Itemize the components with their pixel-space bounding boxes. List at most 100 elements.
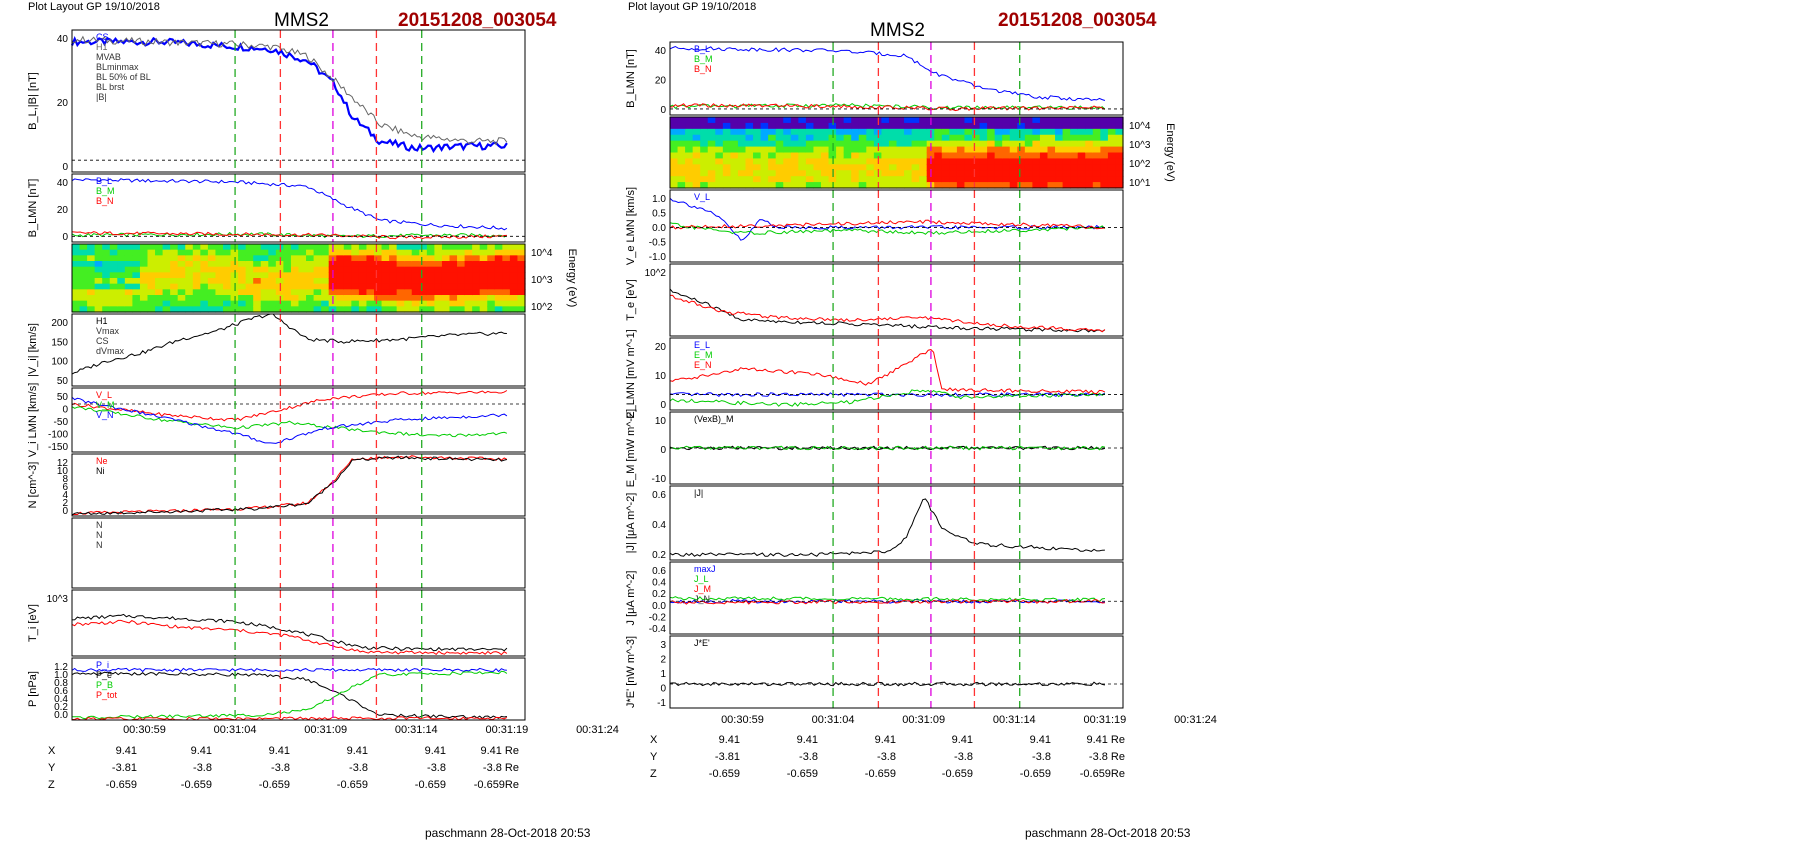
spectrogram-cell — [821, 152, 830, 160]
spectrogram-cell — [707, 128, 716, 136]
spectrogram-cell — [215, 278, 224, 285]
spectrogram-cell — [836, 122, 845, 130]
spectrogram-cell — [888, 152, 898, 160]
spectrogram-cell — [873, 134, 882, 142]
spectrogram-cell — [881, 140, 890, 148]
spectrogram-cell — [170, 278, 179, 285]
spectrogram-cell — [692, 164, 701, 171]
spectrogram-cell — [215, 295, 224, 302]
spectrogram-cell — [821, 182, 830, 189]
spectrogram-cell — [722, 134, 731, 142]
spectrogram-cell — [911, 117, 920, 124]
spectrogram-cell — [494, 306, 503, 313]
spectrogram-cell — [1017, 176, 1026, 183]
spectrogram-cell — [207, 244, 217, 251]
ephemeris-value: -0.659 — [106, 779, 137, 791]
spectrogram-cell — [253, 244, 262, 251]
spectrogram-cell — [215, 272, 224, 279]
spectrogram-cell — [509, 244, 519, 251]
series-T_e — [71, 619, 508, 656]
spectrogram-cell — [745, 128, 754, 136]
spectrogram-cell — [479, 244, 488, 251]
spectrogram-cell — [692, 128, 701, 136]
spectrogram-cell — [185, 306, 194, 313]
spectrogram-cell — [404, 255, 413, 262]
spectrogram-cell — [381, 306, 390, 313]
spectrogram-cell — [336, 255, 345, 262]
spectrogram-cell — [411, 289, 420, 296]
spectrogram-cell — [685, 152, 694, 160]
spectrogram-cell — [934, 158, 943, 165]
ephemeris-value: 9.41 — [347, 745, 368, 757]
spectrogram-cell — [72, 261, 81, 268]
spectrogram-cell — [949, 122, 958, 130]
spectrogram-cell — [805, 134, 815, 142]
spectrogram-cell — [374, 249, 383, 256]
spectrogram-cell — [707, 117, 716, 124]
spectrogram-cell — [670, 128, 679, 136]
spectrogram-cell — [479, 249, 488, 256]
spectrogram-cell — [934, 164, 943, 171]
legend-entry: CS — [96, 336, 109, 346]
spectrogram-cell — [979, 122, 988, 130]
spectrogram-cell — [223, 266, 232, 273]
y-tick-label: 0.5 — [652, 209, 666, 220]
spectrogram-cell — [1055, 146, 1064, 154]
y-tick-label: 10 — [655, 416, 667, 427]
spectrogram-cell — [737, 158, 747, 165]
spectrogram-cell — [919, 134, 928, 142]
spectrogram-cell — [790, 182, 799, 189]
spectrogram-cell — [464, 272, 473, 279]
spectrogram-cell — [177, 300, 186, 307]
spectrogram-cell — [1092, 176, 1101, 183]
spectrogram-cell — [1024, 170, 1033, 177]
spectrogram-cell — [828, 152, 837, 160]
spectrogram-cell — [124, 283, 133, 290]
spectrogram-cell — [207, 289, 217, 296]
ephemeris-value: -0.659 — [337, 779, 368, 791]
spectrogram-cell — [1107, 176, 1117, 183]
spectrogram-cell — [487, 295, 496, 302]
spectrogram-cell — [813, 146, 822, 154]
spectrogram-cell — [72, 283, 81, 290]
spectrogram-cell — [987, 164, 996, 171]
spectrogram-cell — [896, 122, 905, 130]
spectrogram-cell — [1107, 134, 1117, 142]
spectrogram-cell — [730, 146, 739, 154]
ephemeris-value: -3.8 — [271, 762, 290, 774]
spectrogram-cell — [1100, 176, 1109, 183]
spectrogram-cell — [1032, 134, 1041, 142]
spectrogram-cell — [306, 295, 315, 302]
spectrogram-cell — [1085, 182, 1094, 189]
spectrogram-cell — [836, 176, 845, 183]
spectrogram-cell — [730, 158, 739, 165]
spectrogram-cell — [896, 146, 905, 154]
spectrogram-cell — [896, 117, 905, 124]
ephemeris-label: Z — [48, 779, 55, 791]
spectrogram-cell — [200, 244, 209, 251]
spectrogram-cell — [956, 182, 966, 189]
spectrogram-cell — [366, 295, 375, 302]
spectrogram-cell — [851, 152, 860, 160]
spectrogram-cell — [109, 272, 118, 279]
spectrogram-cell — [132, 289, 141, 296]
spectrogram-cell — [245, 261, 254, 268]
spectrogram-cell — [911, 134, 920, 142]
spectrogram-cell — [881, 122, 890, 130]
spectrogram-cell — [805, 158, 815, 165]
spectrogram-cell — [994, 182, 1003, 189]
spectrogram-cell — [200, 283, 209, 290]
spectrogram-cell — [1032, 117, 1041, 124]
spectrogram-cell — [238, 266, 247, 273]
spectrogram-cell — [472, 306, 481, 313]
spectrogram-cell — [760, 170, 769, 177]
spectrogram-cell — [858, 117, 867, 124]
series-|J| — [669, 498, 1105, 557]
spectrogram-cell — [670, 158, 679, 165]
spectrogram-cell — [343, 289, 352, 296]
spectrogram-cell — [328, 289, 337, 296]
spectrogram-cell — [162, 272, 171, 279]
spectrogram-cell — [381, 300, 390, 307]
y-axis-label: P [nPa] — [27, 671, 39, 707]
y-tick-label: 40 — [655, 46, 667, 57]
